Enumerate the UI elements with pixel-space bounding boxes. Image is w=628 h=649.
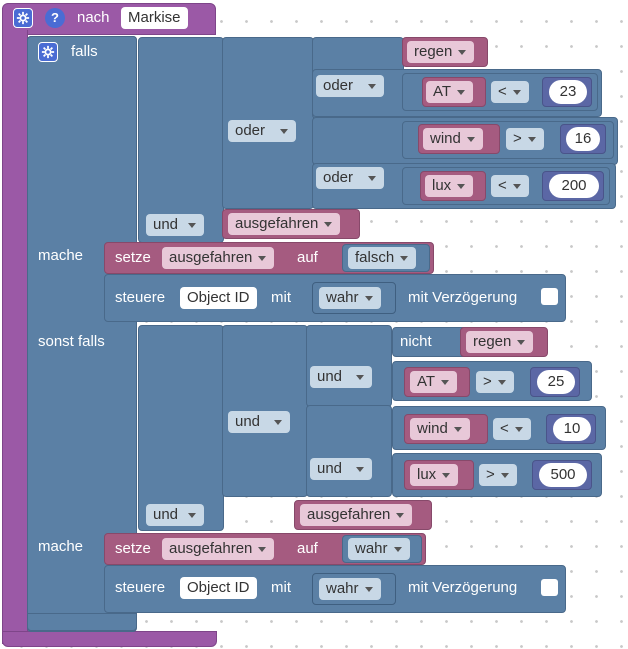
at-value[interactable]: 23 bbox=[549, 80, 587, 104]
bool-dropdown-1[interactable]: wahr bbox=[319, 287, 381, 309]
lux-dropdown[interactable]: lux bbox=[425, 175, 474, 197]
regen-dropdown-2[interactable]: regen bbox=[466, 331, 534, 353]
wind-value-2[interactable]: 10 bbox=[553, 417, 591, 441]
do-label-1: mache bbox=[38, 247, 84, 264]
do-label-2: mache bbox=[38, 538, 84, 555]
control-keyword-2: steuere bbox=[115, 579, 166, 596]
and-dropdown-1[interactable]: und bbox=[146, 214, 204, 236]
bool-dropdown-2[interactable]: wahr bbox=[319, 578, 381, 600]
delay-label-1: mit Verzögerung bbox=[408, 289, 518, 306]
true-dropdown[interactable]: wahr bbox=[348, 538, 410, 560]
regen-dropdown[interactable]: regen bbox=[407, 41, 475, 63]
lux-operator-2[interactable]: > bbox=[479, 464, 517, 486]
wind-operator[interactable]: > bbox=[506, 128, 544, 150]
and-block-b[interactable] bbox=[306, 405, 392, 497]
if-block[interactable] bbox=[27, 36, 137, 632]
with-label-1: mit bbox=[271, 289, 291, 306]
gear-icon[interactable] bbox=[13, 8, 33, 28]
at-value-2[interactable]: 25 bbox=[537, 370, 575, 394]
or-dropdown-2[interactable]: oder bbox=[316, 167, 384, 189]
not-label-bot: nicht bbox=[234, 506, 266, 523]
at-operator-2[interactable]: > bbox=[476, 371, 514, 393]
or-dropdown-outer[interactable]: oder bbox=[228, 120, 296, 142]
or-dropdown-1[interactable]: oder bbox=[316, 75, 384, 97]
trigger-keyword: nach bbox=[77, 9, 110, 26]
set-var-dropdown-1[interactable]: ausgefahren bbox=[162, 247, 275, 269]
ausgefahren-dropdown-1[interactable]: ausgefahren bbox=[228, 213, 341, 235]
and-dropdown-c[interactable]: und bbox=[310, 458, 372, 480]
delay-label-2: mit Verzögerung bbox=[408, 579, 518, 596]
and-dropdown-bot[interactable]: und bbox=[146, 504, 204, 526]
at-operator[interactable]: < bbox=[491, 81, 529, 103]
lux-value-2[interactable]: 500 bbox=[539, 463, 587, 487]
wind-operator-2[interactable]: < bbox=[493, 418, 531, 440]
and-block-2[interactable] bbox=[138, 325, 224, 531]
and-dropdown-mid[interactable]: und bbox=[228, 411, 290, 433]
lux-operator[interactable]: < bbox=[491, 175, 529, 197]
wind-dropdown-2[interactable]: wind bbox=[410, 418, 470, 440]
lux-dropdown-2[interactable]: lux bbox=[410, 464, 459, 486]
at-dropdown-2[interactable]: AT bbox=[410, 371, 458, 393]
set-to-label-1: auf bbox=[297, 249, 318, 266]
lux-value[interactable]: 200 bbox=[549, 174, 599, 198]
trigger-block-body bbox=[2, 30, 28, 644]
object-id-field-2[interactable]: Object ID bbox=[180, 577, 257, 599]
and-block-1[interactable] bbox=[138, 37, 224, 243]
and-dropdown-a[interactable]: und bbox=[310, 366, 372, 388]
control-keyword-1: steuere bbox=[115, 289, 166, 306]
false-dropdown[interactable]: falsch bbox=[348, 247, 417, 269]
gear-icon[interactable] bbox=[38, 42, 58, 62]
object-id-field-1[interactable]: Object ID bbox=[180, 287, 257, 309]
if-block-footer bbox=[27, 613, 137, 631]
if-label: falls bbox=[71, 43, 98, 60]
not-block-top[interactable] bbox=[392, 327, 472, 357]
with-label-2: mit bbox=[271, 579, 291, 596]
set-to-label-2: auf bbox=[297, 540, 318, 557]
set-keyword-1: setze bbox=[115, 249, 151, 266]
wind-dropdown[interactable]: wind bbox=[423, 128, 483, 150]
delay-checkbox-1[interactable] bbox=[541, 288, 558, 305]
trigger-block-footer bbox=[2, 631, 217, 647]
not-label-top-text: nicht bbox=[400, 333, 432, 350]
wind-value[interactable]: 16 bbox=[566, 127, 600, 151]
at-dropdown[interactable]: AT bbox=[426, 81, 474, 103]
set-keyword-2: setze bbox=[115, 540, 151, 557]
help-icon[interactable]: ? bbox=[45, 8, 65, 28]
delay-checkbox-2[interactable] bbox=[541, 579, 558, 596]
trigger-name-field[interactable]: Markise bbox=[121, 7, 188, 29]
elseif-label: sonst falls bbox=[38, 333, 105, 350]
ausgefahren-dropdown-2[interactable]: ausgefahren bbox=[300, 504, 413, 526]
set-var-dropdown-2[interactable]: ausgefahren bbox=[162, 538, 275, 560]
